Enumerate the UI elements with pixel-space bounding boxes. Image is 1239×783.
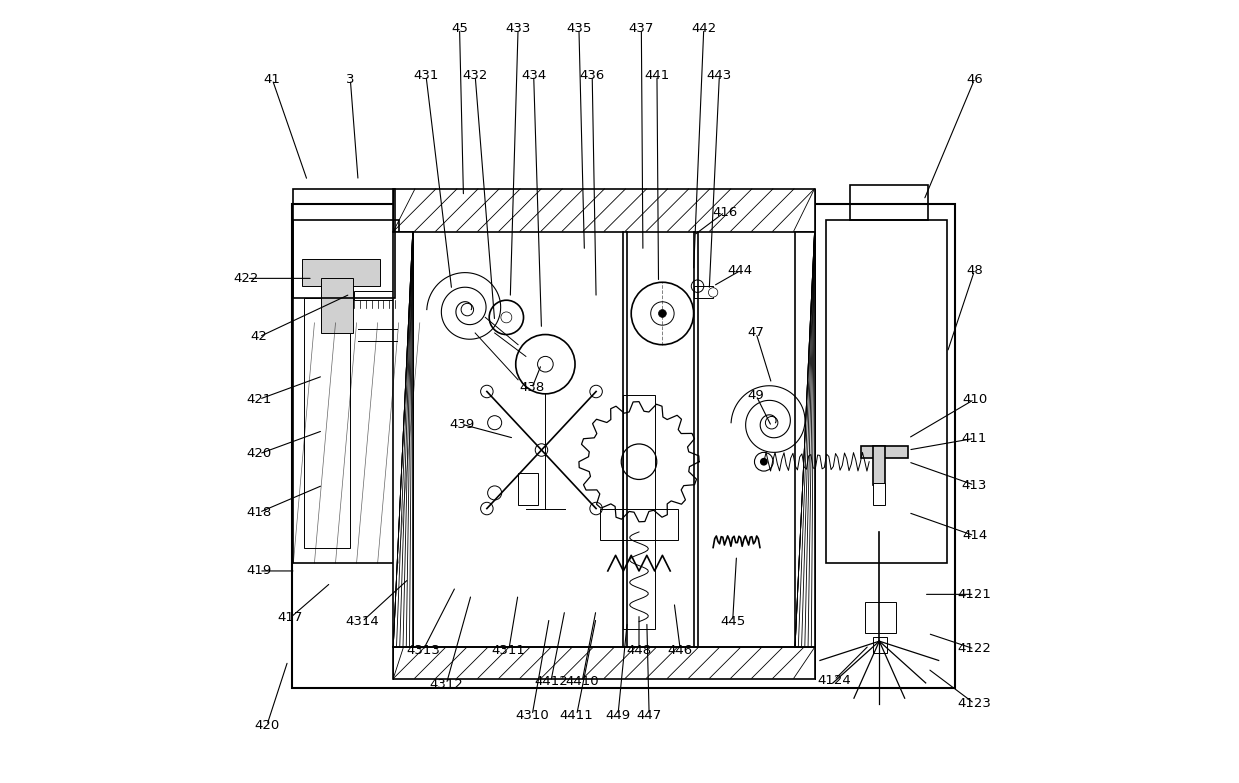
Bar bbox=[294, 220, 399, 563]
Bar bbox=[850, 185, 928, 220]
Text: 49: 49 bbox=[747, 389, 764, 402]
Text: 47: 47 bbox=[747, 327, 764, 340]
Text: 3: 3 bbox=[346, 73, 354, 86]
Text: 416: 416 bbox=[712, 206, 737, 218]
Circle shape bbox=[755, 453, 773, 471]
Text: 438: 438 bbox=[519, 381, 545, 394]
Text: 445: 445 bbox=[720, 615, 745, 628]
Bar bbox=[795, 232, 814, 648]
Text: 46: 46 bbox=[966, 73, 983, 86]
Text: 446: 446 bbox=[668, 644, 693, 657]
Text: 443: 443 bbox=[706, 69, 732, 82]
Bar bbox=[321, 279, 353, 333]
Circle shape bbox=[501, 312, 512, 323]
Text: 413: 413 bbox=[961, 478, 987, 492]
Text: 414: 414 bbox=[961, 529, 987, 543]
Text: 4124: 4124 bbox=[818, 673, 851, 687]
Text: 431: 431 bbox=[414, 69, 439, 82]
Text: 45: 45 bbox=[451, 22, 468, 35]
Text: 421: 421 bbox=[247, 393, 271, 406]
Text: 4311: 4311 bbox=[492, 644, 525, 657]
Bar bbox=[861, 446, 908, 458]
Circle shape bbox=[709, 287, 717, 297]
Bar bbox=[623, 395, 654, 630]
Text: 4410: 4410 bbox=[565, 675, 598, 688]
Text: 434: 434 bbox=[522, 69, 546, 82]
Bar bbox=[865, 602, 897, 633]
Text: 4314: 4314 bbox=[346, 615, 379, 628]
Bar bbox=[518, 474, 538, 504]
Text: 444: 444 bbox=[727, 264, 753, 277]
Text: 439: 439 bbox=[450, 418, 475, 431]
Text: 422: 422 bbox=[234, 272, 259, 285]
Text: 441: 441 bbox=[644, 69, 669, 82]
Text: 4121: 4121 bbox=[958, 588, 991, 601]
Circle shape bbox=[658, 309, 667, 317]
Text: 4412: 4412 bbox=[534, 675, 567, 688]
Text: 435: 435 bbox=[566, 22, 591, 35]
Circle shape bbox=[590, 502, 602, 514]
Circle shape bbox=[760, 458, 768, 466]
Circle shape bbox=[481, 502, 493, 514]
Text: 448: 448 bbox=[627, 644, 652, 657]
Bar bbox=[393, 648, 814, 679]
Text: 447: 447 bbox=[637, 709, 662, 722]
Text: 411: 411 bbox=[961, 431, 987, 445]
Bar bbox=[873, 483, 885, 504]
Bar bbox=[873, 446, 885, 485]
Text: 42: 42 bbox=[250, 330, 268, 344]
Text: 4411: 4411 bbox=[560, 709, 593, 722]
Bar bbox=[873, 637, 887, 653]
Text: 4312: 4312 bbox=[430, 677, 463, 691]
Text: 420: 420 bbox=[254, 719, 280, 732]
Text: 420: 420 bbox=[247, 447, 271, 460]
Bar bbox=[393, 232, 413, 648]
Circle shape bbox=[535, 444, 548, 456]
Text: 437: 437 bbox=[628, 22, 654, 35]
Circle shape bbox=[461, 303, 473, 316]
Circle shape bbox=[488, 486, 502, 500]
Text: 48: 48 bbox=[966, 264, 983, 277]
Text: 4123: 4123 bbox=[958, 697, 991, 710]
Text: 436: 436 bbox=[580, 69, 605, 82]
Bar bbox=[600, 508, 678, 539]
Bar bbox=[292, 204, 955, 688]
Circle shape bbox=[691, 280, 704, 292]
Text: 4310: 4310 bbox=[515, 709, 549, 722]
Text: 419: 419 bbox=[247, 565, 271, 577]
Text: 410: 410 bbox=[961, 393, 987, 406]
Bar bbox=[393, 189, 814, 232]
Text: 417: 417 bbox=[278, 612, 302, 624]
Circle shape bbox=[766, 417, 778, 429]
Bar bbox=[294, 189, 395, 298]
Text: 4313: 4313 bbox=[406, 644, 440, 657]
Text: 432: 432 bbox=[462, 69, 488, 82]
Circle shape bbox=[481, 385, 493, 398]
Bar bbox=[826, 220, 947, 563]
Bar bbox=[302, 259, 380, 286]
Circle shape bbox=[488, 416, 502, 430]
Text: 4122: 4122 bbox=[958, 643, 991, 655]
Text: 41: 41 bbox=[264, 73, 281, 86]
Bar bbox=[304, 298, 351, 547]
Text: 449: 449 bbox=[606, 709, 631, 722]
Circle shape bbox=[538, 356, 553, 372]
Text: 418: 418 bbox=[247, 506, 271, 519]
Text: 442: 442 bbox=[691, 22, 716, 35]
Text: 433: 433 bbox=[506, 22, 530, 35]
Bar bbox=[694, 286, 714, 298]
Bar bbox=[354, 290, 401, 300]
Circle shape bbox=[590, 385, 602, 398]
